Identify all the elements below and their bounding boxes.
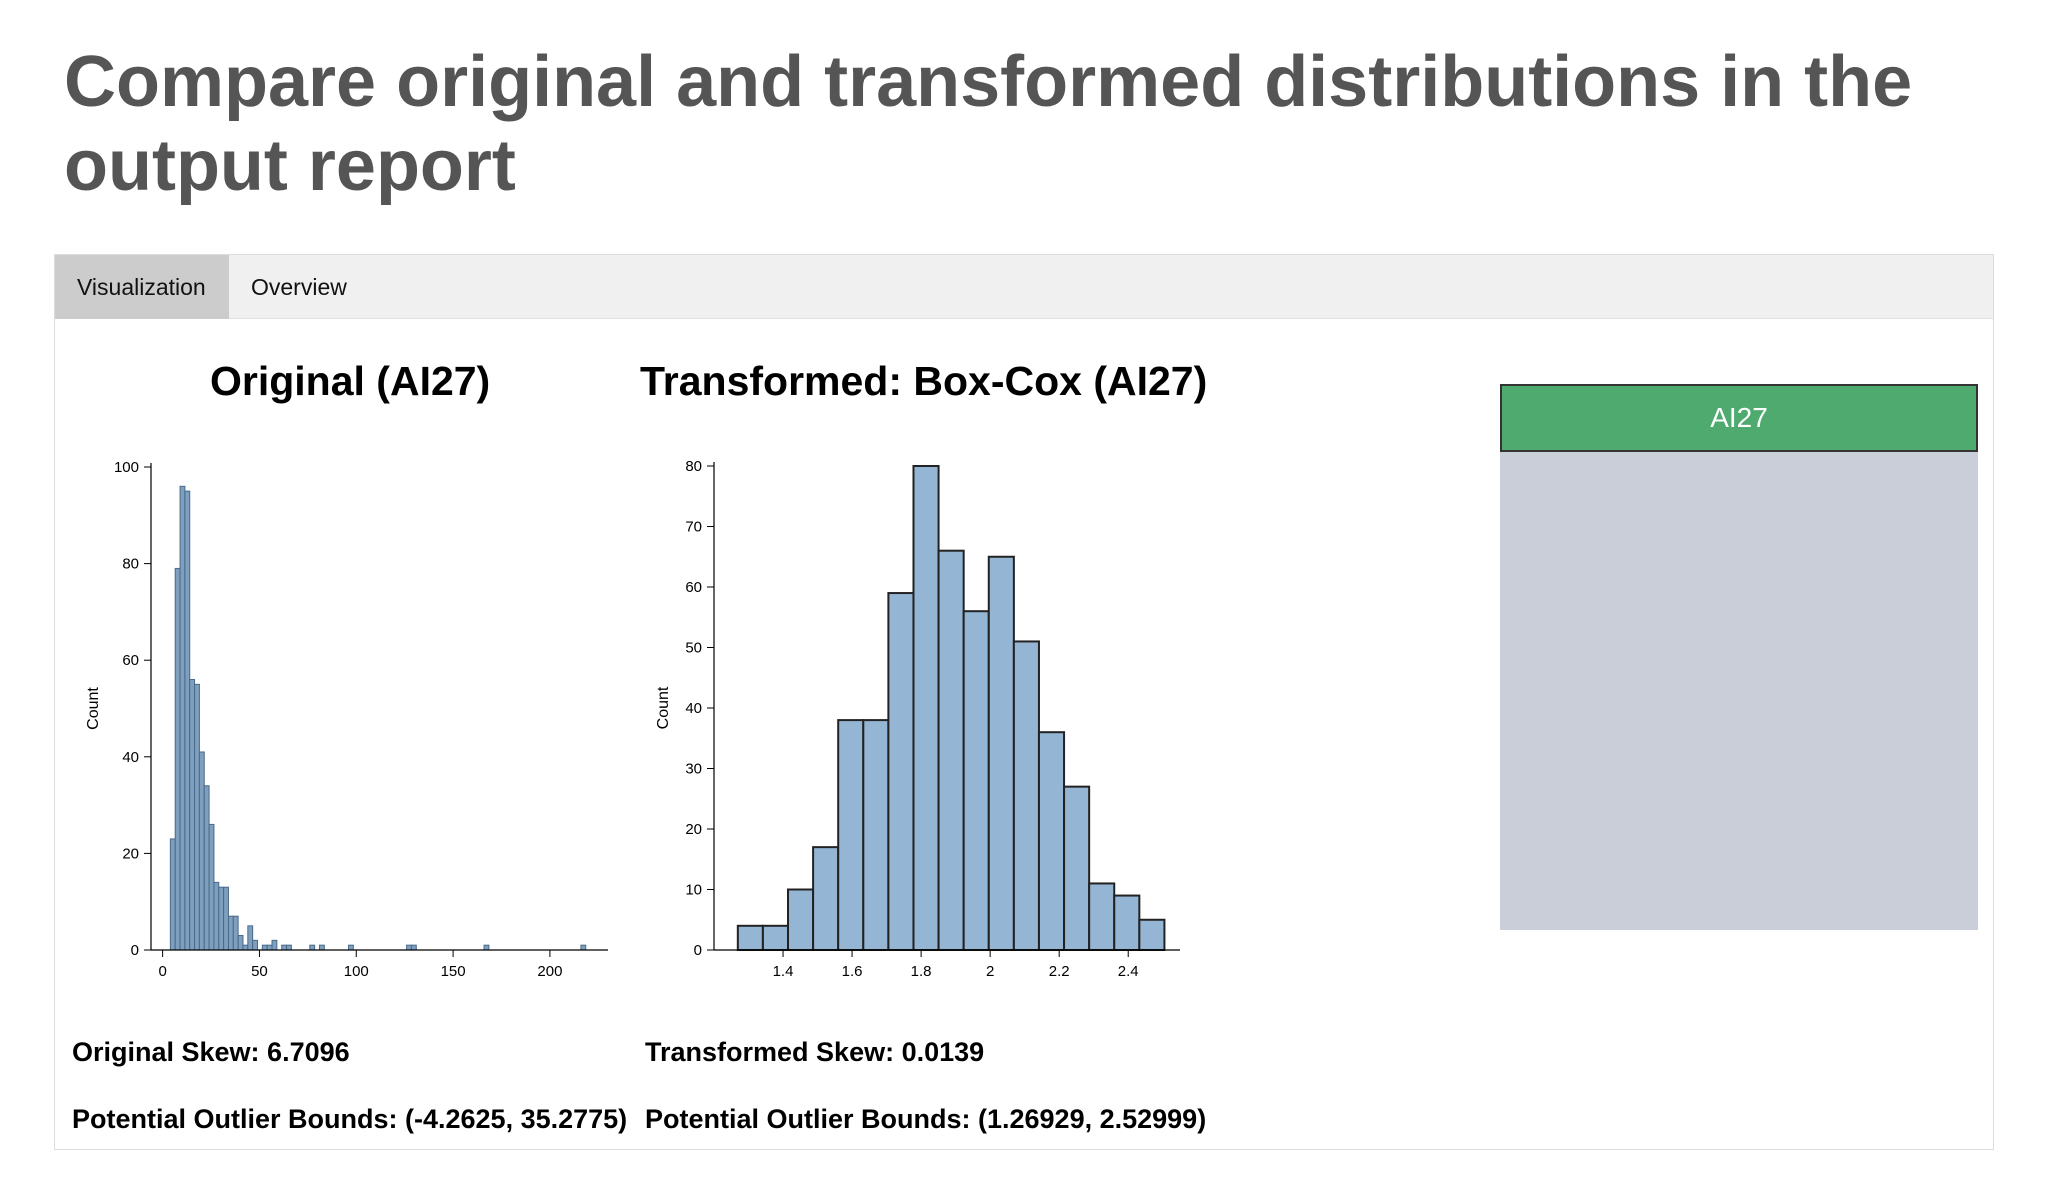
original-bar [218,886,225,951]
original-bar [410,944,417,951]
transformed-bar [887,592,915,952]
original-bar [261,944,268,951]
transformed-y-axis-label: Count [655,686,672,729]
transformed-y-tick-label: 60 [685,579,702,596]
transformed-histogram: 0 10 20 30 40 50 60 70 80 1.4 1.6 1.8 2 2.2 2.4 Count [655,458,1180,980]
transformed-bar [1037,731,1066,952]
original-x-tick-label: 150 [441,963,466,980]
original-bar [198,751,205,951]
original-outlier-bounds: Potential Outlier Bounds: (-4.2625, 35.2… [72,1104,628,1134]
tab-bar: Visualization Overview [55,255,1993,319]
original-bar [203,785,210,951]
transformed-bar [962,610,990,951]
original-y-tick-label: 0 [131,942,139,959]
original-y-tick-label: 100 [114,459,139,476]
original-skew: Original Skew: 6.7096 [72,1037,350,1067]
transformed-x-tick-label: 1.8 [911,963,932,980]
original-x-tick-label: 0 [158,963,166,980]
original-bar [208,823,215,951]
variable-selector-panel: AI27 [1500,384,1978,930]
original-bar [281,944,288,951]
original-y-tick-label: 80 [122,556,139,573]
transformed-bar [987,555,1015,951]
original-bar [237,935,244,951]
original-histogram: 0 20 40 60 80 100 0 50 100 150 200 Count [85,459,608,980]
transformed-y-tick-label: 30 [685,761,702,778]
page-title: Compare original and transformed distrib… [64,42,1913,206]
original-chart-title: Original (AI27) [210,358,491,404]
transformed-x-tick-label: 1.6 [842,963,863,980]
transformed-bar [937,549,965,951]
tab-overview[interactable]: Overview [251,274,347,300]
original-y-axis-label: Count [85,687,102,730]
original-bar [179,485,186,951]
transformed-x-tick-label: 2.4 [1118,963,1139,980]
original-bar [184,490,191,951]
original-bar [483,944,490,951]
original-bar [189,679,196,951]
transformed-x-tick-label: 1.4 [773,963,794,980]
original-bar [227,915,234,951]
original-bar [223,886,229,951]
original-bar [213,881,220,951]
original-bar [232,915,239,951]
transformed-x-tick-label: 2 [986,963,994,980]
original-bar [242,944,249,951]
transformed-bar [1113,894,1141,951]
transformed-y-tick-label: 50 [685,640,702,657]
transformed-bar [812,846,840,951]
variable-button-ai27[interactable]: AI27 [1500,384,1978,452]
transformed-bar [1088,882,1116,952]
transformed-bar [1138,918,1166,951]
original-x-tick-label: 50 [251,963,268,980]
original-bar [406,944,412,951]
original-bar [266,944,273,951]
original-bar [271,939,278,951]
transformed-bar [736,924,764,951]
transformed-bar [787,888,815,951]
transformed-y-tick-label: 40 [685,700,702,717]
original-bar [286,944,292,951]
transformed-chart-title: Transformed: Box-Cox (AI27) [640,358,1208,404]
original-bar [580,944,587,951]
transformed-y-tick-label: 80 [685,458,702,475]
original-x-tick-label: 200 [537,963,562,980]
transformed-outlier-bounds: Potential Outlier Bounds: (1.26929, 2.52… [645,1104,1207,1134]
original-bar [169,838,176,951]
transformed-y-tick-label: 0 [694,942,702,959]
original-y-tick-label: 60 [122,652,139,669]
tab-visualization[interactable]: Visualization [55,255,229,319]
transformed-y-tick-label: 20 [685,821,702,838]
original-bar [194,683,200,951]
transformed-bar [761,924,790,951]
transformed-bar [1012,640,1040,951]
original-bar [252,939,259,951]
transformed-bar [837,719,865,951]
transformed-bar [912,465,940,951]
original-bar [348,944,354,951]
original-bar [174,567,181,951]
original-x-tick-label: 100 [344,963,369,980]
transformed-bar [1063,785,1091,951]
transformed-x-tick-label: 2.2 [1049,963,1070,980]
transformed-skew: Transformed Skew: 0.0139 [645,1037,985,1067]
original-bar [309,944,316,951]
transformed-y-tick-label: 10 [685,882,702,899]
original-bar [247,925,254,951]
original-bar [318,944,325,951]
transformed-y-tick-label: 70 [685,519,702,536]
original-y-tick-label: 20 [122,845,139,862]
transformed-bar [862,719,890,951]
original-y-tick-label: 40 [122,749,139,766]
